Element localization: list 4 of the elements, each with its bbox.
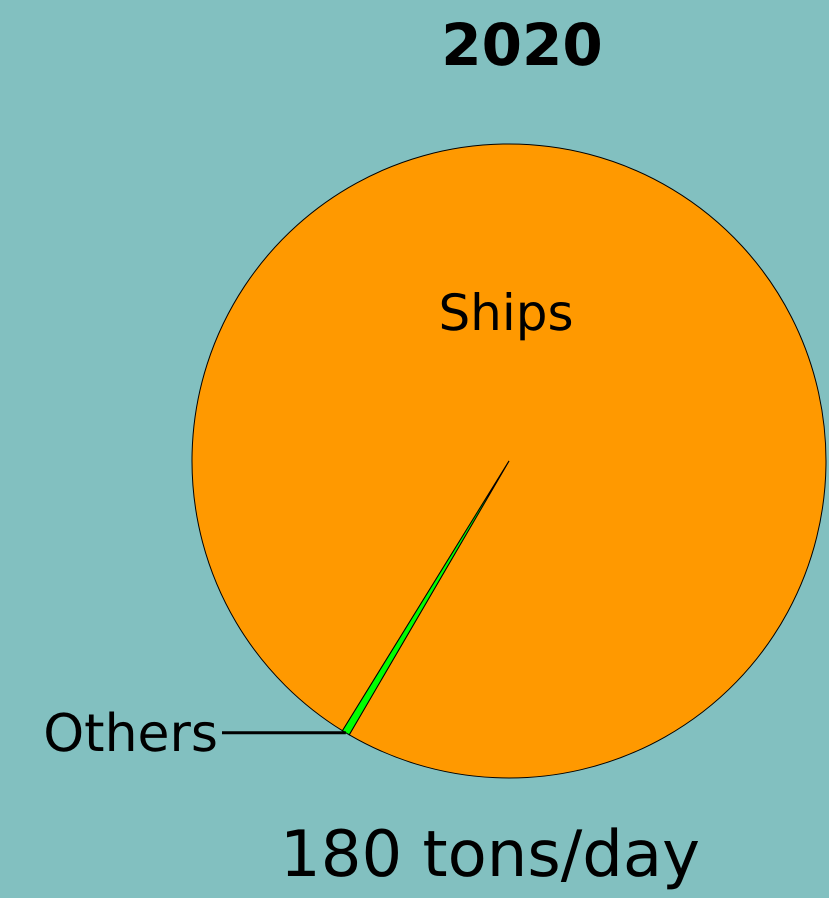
chart-title: 2020	[441, 11, 603, 79]
text: 180 tons/day	[280, 818, 700, 892]
slice-label: Ships	[438, 284, 574, 342]
slice-label: Others	[43, 704, 218, 764]
